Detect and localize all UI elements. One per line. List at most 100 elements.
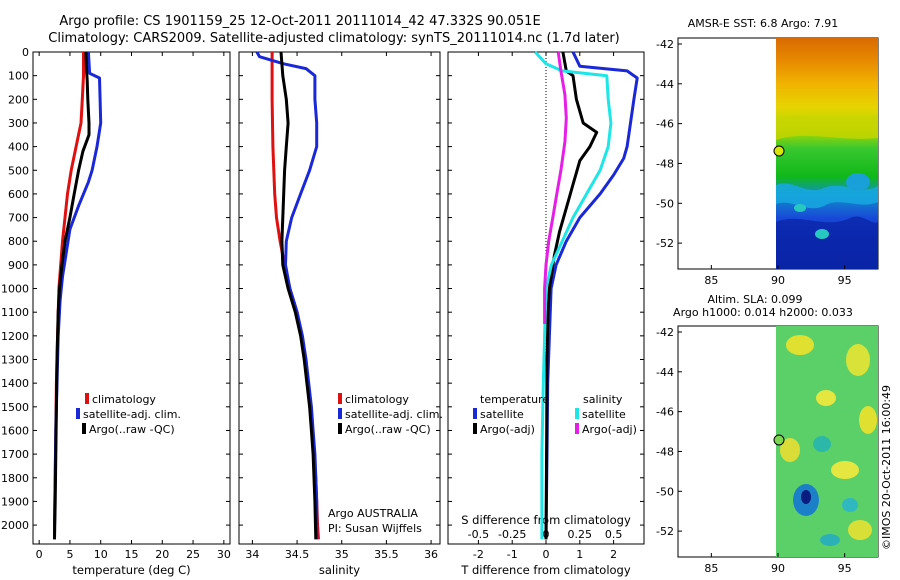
sst-warm-band	[776, 116, 878, 140]
map-y-tick-label: -52	[656, 237, 674, 250]
temperature-chart: 0100200300400500600700800900100011001200…	[1, 46, 231, 577]
x-axis-label: salinity	[319, 563, 360, 577]
legend-label-climatology: climatology	[92, 393, 156, 406]
sla-high	[859, 406, 877, 434]
series-line-satellite-adj-clim-	[255, 51, 319, 540]
y-tick-label: 1600	[1, 424, 29, 437]
series-line-argo-raw-qc-	[279, 51, 318, 540]
x-tick-label: 0	[36, 548, 43, 561]
y-tick-label: 2000	[1, 519, 29, 532]
salinity-chart: 34 34.5 35 35.5 36 salinity	[238, 51, 441, 577]
sla-high	[780, 438, 800, 462]
sla-high	[786, 335, 814, 355]
map-y-tick-label: -50	[656, 485, 674, 498]
y-tick-label: 1200	[1, 330, 29, 343]
s-tick-label: -0.5	[468, 528, 489, 541]
sla-map-title-line2: Argo h1000: 0.014 h2000: 0.033	[673, 306, 853, 319]
y-tick-label: 0	[22, 46, 29, 59]
series-line-argo-raw-qc-	[53, 51, 91, 540]
legend-label-argo: Argo(..raw -QC)	[345, 423, 431, 436]
legend-swatch-black	[82, 423, 86, 434]
series-line-s-satellite	[534, 50, 613, 540]
sla-low-core	[801, 490, 811, 504]
difference-legend: temperature salinity satellite Argo(-adj…	[473, 393, 637, 436]
y-tick-label: 1100	[1, 306, 29, 319]
legend-swatch-blue	[338, 408, 342, 419]
y-tick-label: 500	[8, 164, 29, 177]
legend-label-s-argo: Argo(-adj)	[582, 423, 637, 436]
y-tick-label: 1000	[1, 283, 29, 296]
x-axis-label: T difference from climatology	[460, 563, 631, 577]
legend-label-t-satellite: satellite	[480, 408, 524, 421]
sst-cold-eddy	[846, 173, 870, 191]
y-tick-label: 1900	[1, 495, 29, 508]
figure-title-line2: Climatology: CARS2009. Satellite-adjuste…	[48, 31, 620, 46]
sla-map-ticks: -42 -44 -46 -48 -50 -52 85 90 95	[656, 326, 852, 575]
map-y-tick-label: -52	[656, 525, 674, 538]
x-tick-label: -2	[473, 548, 484, 561]
x-tick-label: 36	[424, 548, 438, 561]
sla-high	[831, 461, 859, 479]
x-tick-label: 2	[610, 548, 617, 561]
y-tick-label: 300	[8, 117, 29, 130]
credit-text: ©IMOS 20-Oct-2011 16:00:49	[880, 385, 893, 550]
sst-patch	[815, 229, 829, 239]
annotation-pi: PI: Susan Wijffels	[328, 522, 422, 535]
sla-high	[846, 344, 870, 376]
y-tick-label: 400	[8, 141, 29, 154]
legend-title-temperature: temperature	[480, 393, 549, 406]
sst-patch	[794, 204, 806, 212]
y-tick-label: 200	[8, 93, 29, 106]
x-tick-label: 30	[217, 548, 231, 561]
sla-argo-marker	[773, 434, 785, 446]
sla-high	[816, 390, 836, 406]
y-tick-label: 1800	[1, 472, 29, 485]
legend-label-climatology: climatology	[345, 393, 409, 406]
map-y-tick-label: -46	[656, 406, 674, 419]
sla-high	[848, 520, 872, 540]
legend-label-satellite: satellite-adj. clim.	[345, 408, 443, 421]
sst-map-title: AMSR-E SST: 6.8 Argo: 7.91	[688, 17, 839, 30]
x-tick-label: 35.5	[374, 548, 399, 561]
map-y-tick-label: -48	[656, 445, 674, 458]
sla-map-title-line1: Altim. SLA: 0.099	[707, 293, 802, 306]
s-tick-label: 0.5	[605, 528, 623, 541]
x-tick-label: 15	[125, 548, 139, 561]
legend-swatch-magenta	[575, 423, 579, 434]
sst-cold-tongue	[776, 216, 878, 269]
sst-map: AMSR-E SST: 6.8 Argo: 7.91 -42-44-46-48-…	[656, 17, 879, 287]
sla-low	[820, 534, 840, 546]
sla-map: Altim. SLA: 0.099 Argo h1000: 0.014 h200…	[656, 293, 879, 575]
legend-label-satellite: satellite-adj. clim.	[83, 408, 181, 421]
y-tick-label: 900	[8, 259, 29, 272]
s-tick-label: -0.25	[498, 528, 526, 541]
map-x-tick-label: 90	[771, 274, 785, 287]
map-y-tick-label: -44	[656, 366, 674, 379]
series-line-t-argo-adj-	[544, 51, 599, 540]
map-x-tick-label: 95	[838, 274, 852, 287]
x-tick-label: 20	[155, 548, 169, 561]
sla-low	[842, 498, 858, 512]
y-tick-label: 1700	[1, 448, 29, 461]
legend-label-argo: Argo(..raw -QC)	[89, 423, 175, 436]
x-tick-label: 34	[245, 548, 259, 561]
x-tick-label: 34.5	[285, 548, 310, 561]
sla-low	[813, 436, 831, 452]
map-y-tick-label: -48	[656, 157, 674, 170]
y-tick-label: 700	[8, 212, 29, 225]
sst-argo-marker	[773, 145, 785, 157]
series-line-t-satellite	[544, 51, 639, 540]
map-y-tick-label: -42	[656, 326, 674, 339]
x-axis-label: temperature (deg C)	[72, 563, 190, 577]
map-x-tick-label: 85	[704, 274, 718, 287]
x-tick-label: 5	[66, 548, 73, 561]
s-tick-label: 0.25	[568, 528, 593, 541]
x-tick-label: 35	[335, 548, 349, 561]
legend-label-t-argo: Argo(-adj)	[480, 423, 535, 436]
y-tick-label: 1400	[1, 377, 29, 390]
x-tick-label: 0	[543, 548, 550, 561]
x-tick-label: 25	[186, 548, 200, 561]
legend-swatch-black	[338, 423, 342, 434]
map-x-tick-label: 95	[838, 562, 852, 575]
